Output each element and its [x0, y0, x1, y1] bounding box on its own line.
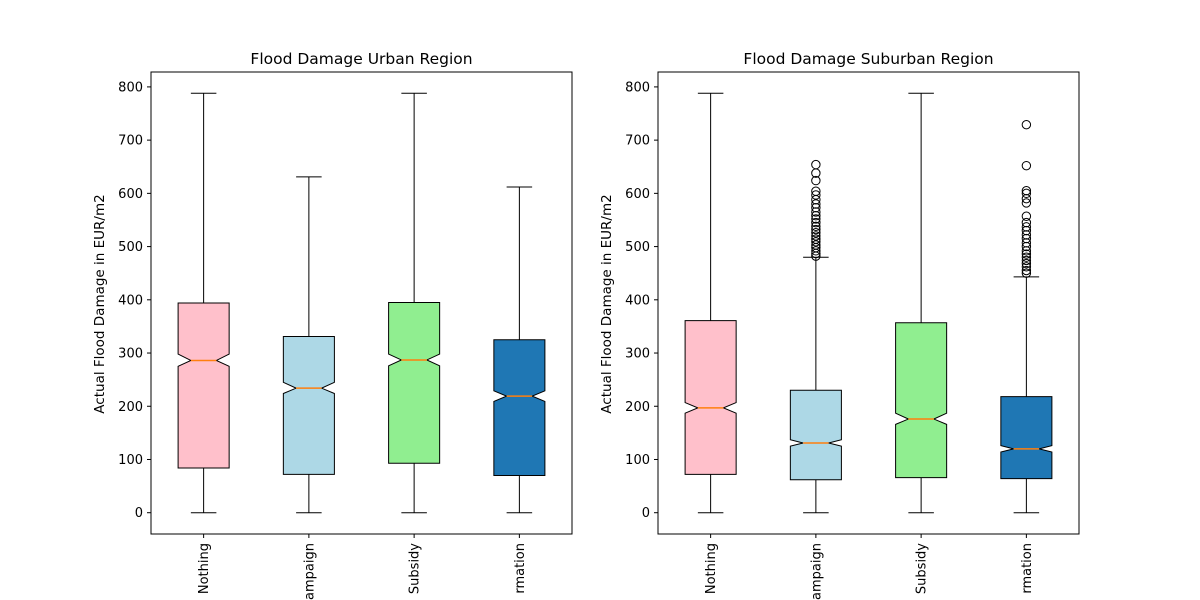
box-ampaign	[282, 176, 335, 514]
outlier-point	[811, 221, 821, 232]
box-body	[1000, 396, 1053, 480]
outlier-point	[1021, 217, 1032, 228]
outlier-point	[811, 190, 821, 200]
box-body	[177, 302, 230, 469]
y-axis-ticks: 0 100 200 300 400 500 600 700 800	[625, 80, 658, 521]
outlier-point	[811, 217, 821, 228]
outlier-point	[811, 224, 821, 235]
y-axis-label: Actual Flood Damage in EUR/m2	[92, 194, 108, 413]
outlier-point	[1021, 268, 1032, 278]
x-tick-label: rmation	[1020, 543, 1035, 594]
y-tick-label: 600	[118, 187, 143, 202]
outlier-point	[811, 246, 821, 256]
x-tick-label: Nothing	[704, 543, 719, 594]
outlier-point	[811, 237, 821, 247]
y-tick-label: 600	[625, 187, 650, 202]
box-plots	[177, 92, 546, 514]
outlier-point	[1021, 160, 1032, 171]
outlier-point	[811, 240, 821, 250]
y-tick-label: 400	[625, 293, 650, 308]
y-tick-label: 400	[118, 293, 143, 308]
chart-panel-suburban: Flood Damage Suburban Region Actual Floo…	[599, 50, 1080, 600]
x-axis-ticks: Nothing ampaign Subsidy rmation	[197, 534, 528, 600]
y-axis-ticks: 0 100 200 300 400 500 600 700 800	[118, 80, 151, 521]
y-tick-label: 200	[625, 400, 650, 415]
outlier-point	[1021, 262, 1032, 272]
outlier-point	[1021, 211, 1032, 221]
box-nothing	[684, 92, 737, 514]
y-tick-label: 0	[135, 506, 143, 521]
box-body	[789, 389, 842, 481]
outlier-point	[1021, 258, 1032, 269]
outlier-point	[1021, 265, 1032, 276]
outlier-point	[811, 214, 821, 224]
y-tick-label: 800	[625, 80, 650, 95]
box-rmation	[493, 186, 546, 514]
box-body	[282, 336, 335, 475]
outlier-point	[811, 199, 821, 209]
box-rmation	[1000, 119, 1053, 514]
outlier-point	[1021, 255, 1032, 266]
x-tick-label: ampaign	[809, 543, 824, 600]
x-tick-label: Subsidy	[915, 543, 930, 594]
y-tick-label: 500	[118, 240, 143, 255]
y-tick-label: 100	[118, 453, 143, 468]
box-plots	[684, 92, 1053, 514]
outlier-point	[1021, 198, 1032, 208]
y-tick-label: 0	[642, 506, 650, 521]
y-tick-label: 200	[118, 400, 143, 415]
x-tick-label: Nothing	[197, 543, 212, 594]
box-subsidy	[895, 92, 948, 514]
outlier-point	[811, 228, 821, 238]
box-body	[895, 322, 948, 479]
chart-title: Flood Damage Urban Region	[250, 50, 472, 68]
y-tick-label: 500	[625, 240, 650, 255]
outlier-point	[1021, 252, 1032, 262]
outlier-point	[811, 159, 821, 170]
outlier-point	[1021, 119, 1032, 130]
outlier-point	[1021, 185, 1032, 196]
chart-panel-urban: Flood Damage Urban Region Actual Flood D…	[92, 50, 573, 600]
box-body	[684, 320, 737, 475]
outlier-point	[811, 186, 821, 196]
y-tick-label: 300	[118, 347, 143, 362]
box-ampaign	[789, 159, 842, 514]
box-subsidy	[388, 92, 441, 514]
y-tick-label: 800	[118, 80, 143, 95]
x-tick-label: ampaign	[302, 543, 317, 600]
y-tick-label: 100	[625, 453, 650, 468]
outlier-point	[811, 231, 821, 241]
box-body	[388, 301, 441, 464]
x-axis-ticks: Nothing ampaign Subsidy rmation	[704, 534, 1035, 600]
plot-frame	[657, 71, 1080, 535]
x-tick-label: Subsidy	[408, 543, 423, 594]
box-body	[493, 339, 546, 476]
outlier-point	[811, 234, 821, 244]
plot-frame	[150, 71, 573, 535]
y-tick-label: 700	[118, 134, 143, 149]
y-tick-label: 700	[625, 134, 650, 149]
outlier-point	[811, 175, 821, 186]
x-tick-label: rmation	[513, 543, 528, 594]
outlier-point	[1021, 249, 1032, 259]
y-axis-label: Actual Flood Damage in EUR/m2	[599, 194, 615, 413]
outlier-point	[1021, 188, 1032, 199]
box-nothing	[177, 92, 230, 514]
y-tick-label: 300	[625, 347, 650, 362]
chart-title: Flood Damage Suburban Region	[743, 50, 993, 68]
outlier-point	[1021, 222, 1032, 232]
